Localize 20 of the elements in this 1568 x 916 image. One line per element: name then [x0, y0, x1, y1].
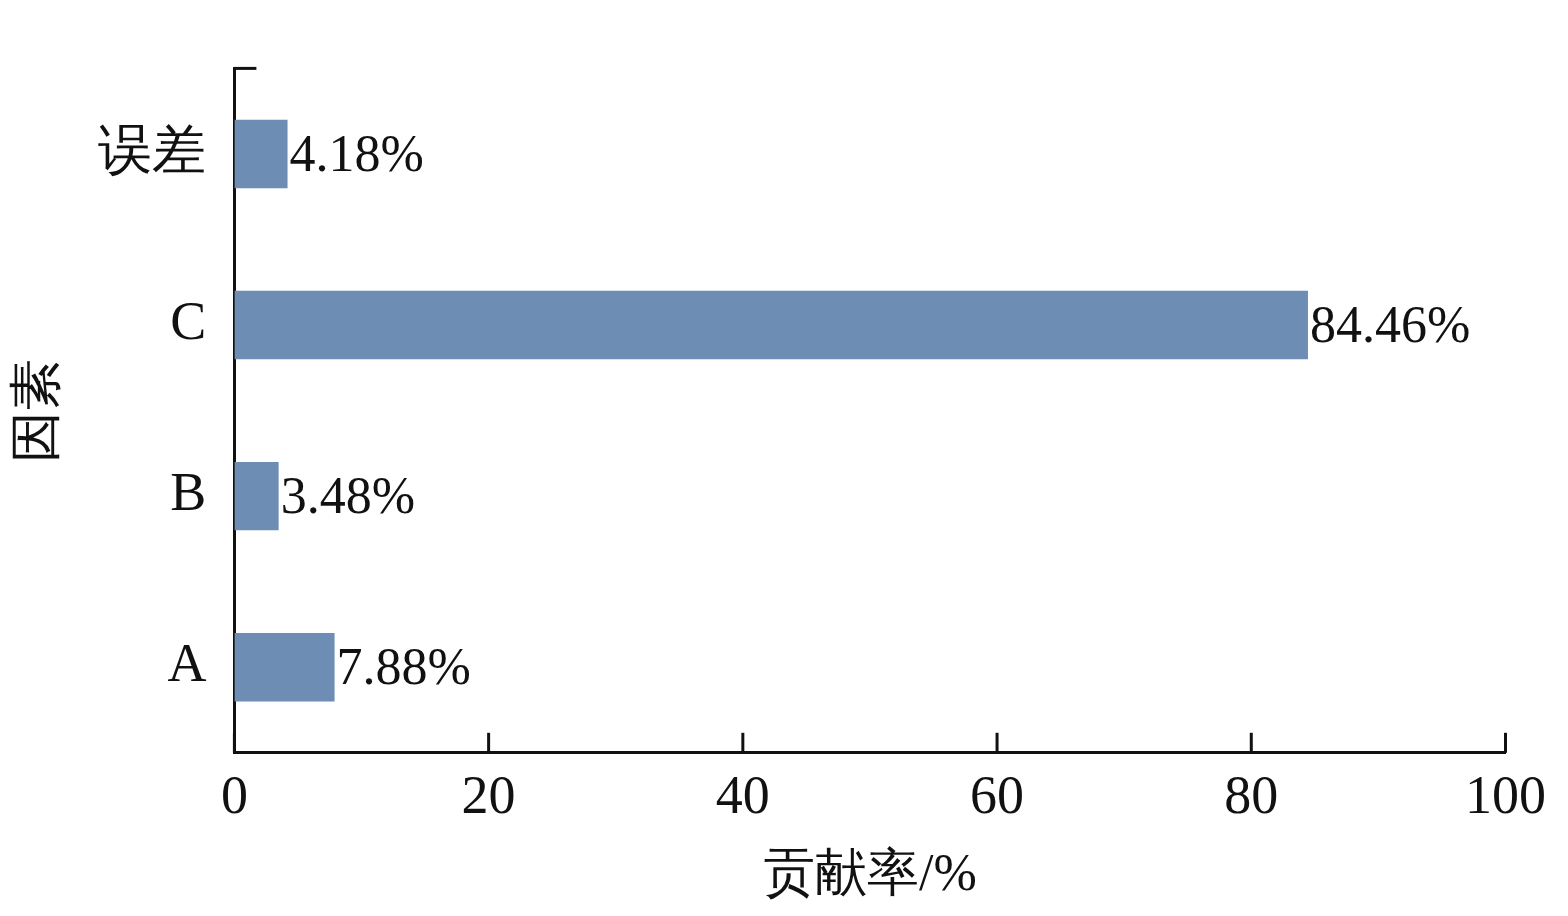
data-label: 4.18% — [289, 124, 424, 182]
y-tick-label: C — [170, 291, 207, 352]
x-tick-label: 40 — [715, 765, 770, 826]
bar — [234, 461, 279, 531]
x-tick-label: 20 — [461, 765, 516, 826]
x-tick-label: 60 — [970, 765, 1025, 826]
y-tick-label: 误差 — [98, 120, 207, 181]
x-axis-title: 贡献率/% — [763, 844, 977, 902]
x-tick-label: 80 — [1224, 765, 1279, 826]
bar — [234, 290, 1308, 360]
x-tick-label: 100 — [1465, 765, 1546, 826]
data-label: 84.46% — [1309, 295, 1471, 353]
y-axis-title: 因素 — [6, 358, 64, 463]
data-label: 7.88% — [336, 637, 471, 695]
bar — [234, 119, 288, 189]
x-tick-label: 0 — [220, 765, 248, 826]
y-tick-label: B — [170, 462, 207, 523]
data-label: 3.48% — [280, 466, 415, 524]
bar — [234, 633, 335, 702]
y-tick-label: A — [167, 633, 207, 694]
